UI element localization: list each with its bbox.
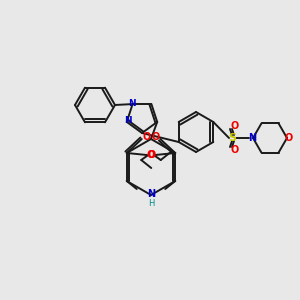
Text: O: O [147, 150, 155, 160]
Text: O: O [142, 132, 151, 142]
Text: N: N [147, 189, 155, 199]
Text: N: N [124, 116, 132, 125]
Text: O: O [231, 145, 239, 155]
Text: N: N [128, 99, 135, 108]
Text: O: O [285, 133, 293, 143]
Text: S: S [228, 133, 236, 143]
Text: O: O [231, 121, 239, 131]
Text: O: O [147, 150, 155, 160]
Text: N: N [248, 133, 256, 143]
Text: H: H [148, 199, 154, 208]
Text: O: O [151, 132, 159, 142]
